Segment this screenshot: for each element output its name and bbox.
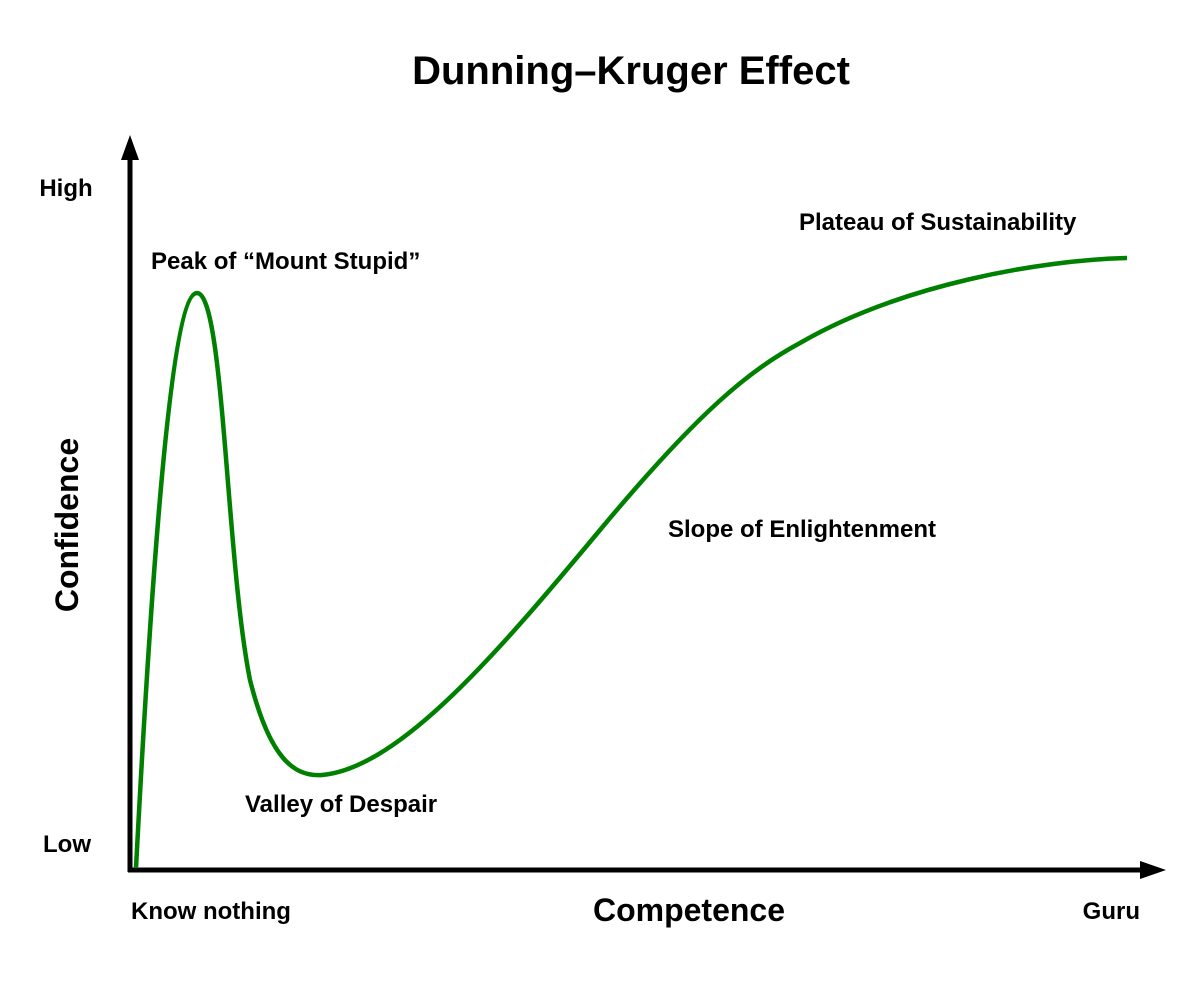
diagram-title: Dunning–Kruger Effect xyxy=(412,49,850,93)
y-axis-title: Confidence xyxy=(49,438,85,612)
annotation-plateau: Plateau of Sustainability xyxy=(799,209,1077,236)
annotation-slope: Slope of Enlightenment xyxy=(668,516,936,543)
x-axis-start-label: Know nothing xyxy=(131,898,291,925)
y-axis-high-label: High xyxy=(39,175,92,202)
annotation-valley: Valley of Despair xyxy=(245,791,437,818)
y-axis-arrow-icon xyxy=(121,135,139,160)
x-axis-title: Competence xyxy=(593,892,785,928)
y-axis-low-label: Low xyxy=(43,831,91,858)
x-axis-arrow-icon xyxy=(1140,861,1166,879)
confidence-curve xyxy=(133,255,1128,869)
annotation-peak: Peak of “Mount Stupid” xyxy=(151,248,420,275)
x-axis-end-label: Guru xyxy=(1083,898,1140,925)
